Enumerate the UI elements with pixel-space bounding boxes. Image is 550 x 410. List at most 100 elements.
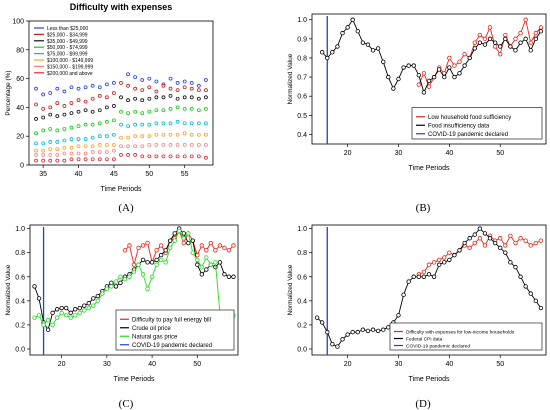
y-tick-label-d-1.0: 1.0 bbox=[297, 226, 307, 233]
data-point-a-6-37 bbox=[55, 153, 60, 157]
data-point-c-2-54 bbox=[213, 260, 218, 265]
data-point-a-3-57 bbox=[196, 108, 201, 113]
data-point-a-6-50 bbox=[147, 142, 152, 147]
data-point-c-2-28 bbox=[95, 298, 101, 304]
data-point-c-2-49 bbox=[190, 250, 195, 255]
data-point-d-0-35 bbox=[421, 269, 427, 275]
data-point-a-2-44 bbox=[104, 105, 109, 110]
data-point-a-6-56 bbox=[189, 142, 194, 147]
data-point-a-2-34 bbox=[34, 117, 38, 121]
data-point-c-1-14 bbox=[32, 284, 37, 289]
x-tick-label-c-40: 40 bbox=[148, 361, 156, 368]
y-tick-label-a-0: 0 bbox=[20, 163, 24, 170]
data-point-a-5-48 bbox=[133, 134, 138, 139]
data-point-a-5-44 bbox=[104, 142, 109, 147]
plot-frame-a bbox=[28, 20, 214, 166]
data-point-a-3-55 bbox=[182, 106, 187, 111]
data-point-c-0-39 bbox=[145, 240, 150, 246]
data-point-c-0-53 bbox=[208, 240, 214, 246]
data-point-c-2-43 bbox=[163, 260, 168, 265]
data-point-a-4-54 bbox=[175, 119, 180, 124]
data-point-d-1-34 bbox=[416, 274, 422, 279]
data-point-d-0-39 bbox=[442, 255, 447, 260]
data-point-c-2-31 bbox=[109, 284, 114, 289]
data-point-d-1-55 bbox=[523, 284, 528, 289]
data-point-d-0-51 bbox=[503, 243, 508, 248]
y-tick-label-c-1.0: 1.0 bbox=[15, 226, 25, 233]
data-point-a-3-49 bbox=[140, 111, 145, 116]
data-point-a-0-37 bbox=[55, 86, 60, 91]
data-point-a-5-35 bbox=[41, 148, 46, 153]
data-point-a-0-43 bbox=[97, 85, 102, 90]
y-axis-label-b: Normalized Value bbox=[287, 53, 294, 104]
x-axis-label-c: Time Periods bbox=[114, 376, 155, 383]
data-point-c-2-32 bbox=[113, 279, 119, 284]
data-point-a-7-38 bbox=[62, 158, 67, 163]
x-tick-label-d-50: 50 bbox=[496, 361, 504, 368]
data-point-a-5-53 bbox=[168, 132, 173, 137]
data-point-d-1-20 bbox=[345, 332, 350, 337]
data-point-d-0-45 bbox=[472, 240, 477, 246]
data-point-a-7-43 bbox=[97, 157, 102, 162]
data-point-a-6-39 bbox=[69, 151, 74, 156]
data-point-c-2-35 bbox=[127, 274, 132, 279]
legend-label-a-4: $75,000 - $99,999 bbox=[47, 52, 88, 58]
data-point-c-0-34 bbox=[122, 248, 128, 253]
y-tick-label-b-0.6: 0.6 bbox=[297, 94, 307, 101]
data-point-a-4-43 bbox=[97, 134, 102, 139]
data-point-d-1-44 bbox=[467, 236, 472, 241]
legend-label-c-0: Difficulty to pay full energy bill bbox=[132, 317, 211, 323]
data-point-d-1-19 bbox=[340, 337, 345, 342]
data-point-a-6-44 bbox=[104, 150, 109, 154]
data-point-a-7-57 bbox=[196, 154, 201, 159]
data-point-d-1-52 bbox=[508, 260, 513, 265]
data-point-c-1-45 bbox=[172, 231, 177, 236]
data-point-d-1-48 bbox=[487, 236, 493, 241]
data-point-a-5-37 bbox=[55, 147, 60, 152]
data-point-a-5-54 bbox=[175, 132, 180, 137]
data-point-a-6-36 bbox=[48, 153, 53, 157]
data-point-a-7-45 bbox=[112, 157, 116, 162]
y-tick-label-a-60: 60 bbox=[16, 76, 24, 83]
data-point-a-3-34 bbox=[34, 131, 38, 136]
data-point-a-3-50 bbox=[147, 109, 152, 114]
data-point-a-1-41 bbox=[83, 99, 88, 104]
data-point-a-1-43 bbox=[97, 93, 102, 98]
data-point-b-1-38 bbox=[436, 67, 442, 72]
legend-label-d-2: COVID-19 pandemic declared bbox=[406, 344, 470, 350]
data-point-a-1-39 bbox=[69, 101, 74, 105]
data-point-d-1-18 bbox=[335, 344, 340, 349]
data-point-c-2-40 bbox=[149, 274, 155, 279]
data-point-c-0-37 bbox=[136, 245, 141, 251]
y-tick-label-c-0.8: 0.8 bbox=[15, 250, 25, 257]
data-point-c-0-58 bbox=[231, 243, 236, 248]
data-point-a-0-54 bbox=[175, 81, 180, 85]
data-point-a-7-55 bbox=[182, 154, 187, 159]
data-point-a-2-46 bbox=[119, 95, 123, 100]
data-point-c-1-47 bbox=[181, 231, 186, 236]
data-point-c-0-51 bbox=[199, 243, 205, 248]
data-point-b-0-43 bbox=[462, 51, 467, 57]
data-point-b-1-52 bbox=[508, 44, 513, 49]
data-point-a-6-38 bbox=[62, 151, 67, 156]
data-point-a-0-38 bbox=[62, 89, 67, 94]
data-point-b-0-53 bbox=[513, 36, 518, 42]
data-point-a-0-50 bbox=[147, 76, 152, 81]
y-tick-label-a-80: 80 bbox=[16, 47, 24, 54]
data-point-a-7-53 bbox=[168, 154, 173, 159]
data-point-b-1-33 bbox=[411, 63, 416, 68]
data-point-a-6-41 bbox=[83, 151, 88, 156]
data-point-a-3-54 bbox=[175, 105, 180, 110]
data-point-a-2-47 bbox=[126, 98, 130, 103]
data-point-a-7-46 bbox=[119, 153, 123, 157]
data-point-a-0-57 bbox=[196, 83, 201, 88]
data-point-a-0-58 bbox=[204, 78, 208, 82]
data-point-a-6-43 bbox=[97, 150, 102, 154]
data-point-c-2-23 bbox=[73, 313, 78, 318]
data-point-b-1-31 bbox=[401, 65, 406, 70]
data-point-c-2-29 bbox=[100, 291, 105, 296]
data-point-a-5-45 bbox=[112, 142, 116, 147]
data-point-a-1-40 bbox=[76, 98, 81, 103]
data-point-b-0-42 bbox=[457, 59, 462, 64]
data-point-b-0-48 bbox=[487, 25, 493, 30]
